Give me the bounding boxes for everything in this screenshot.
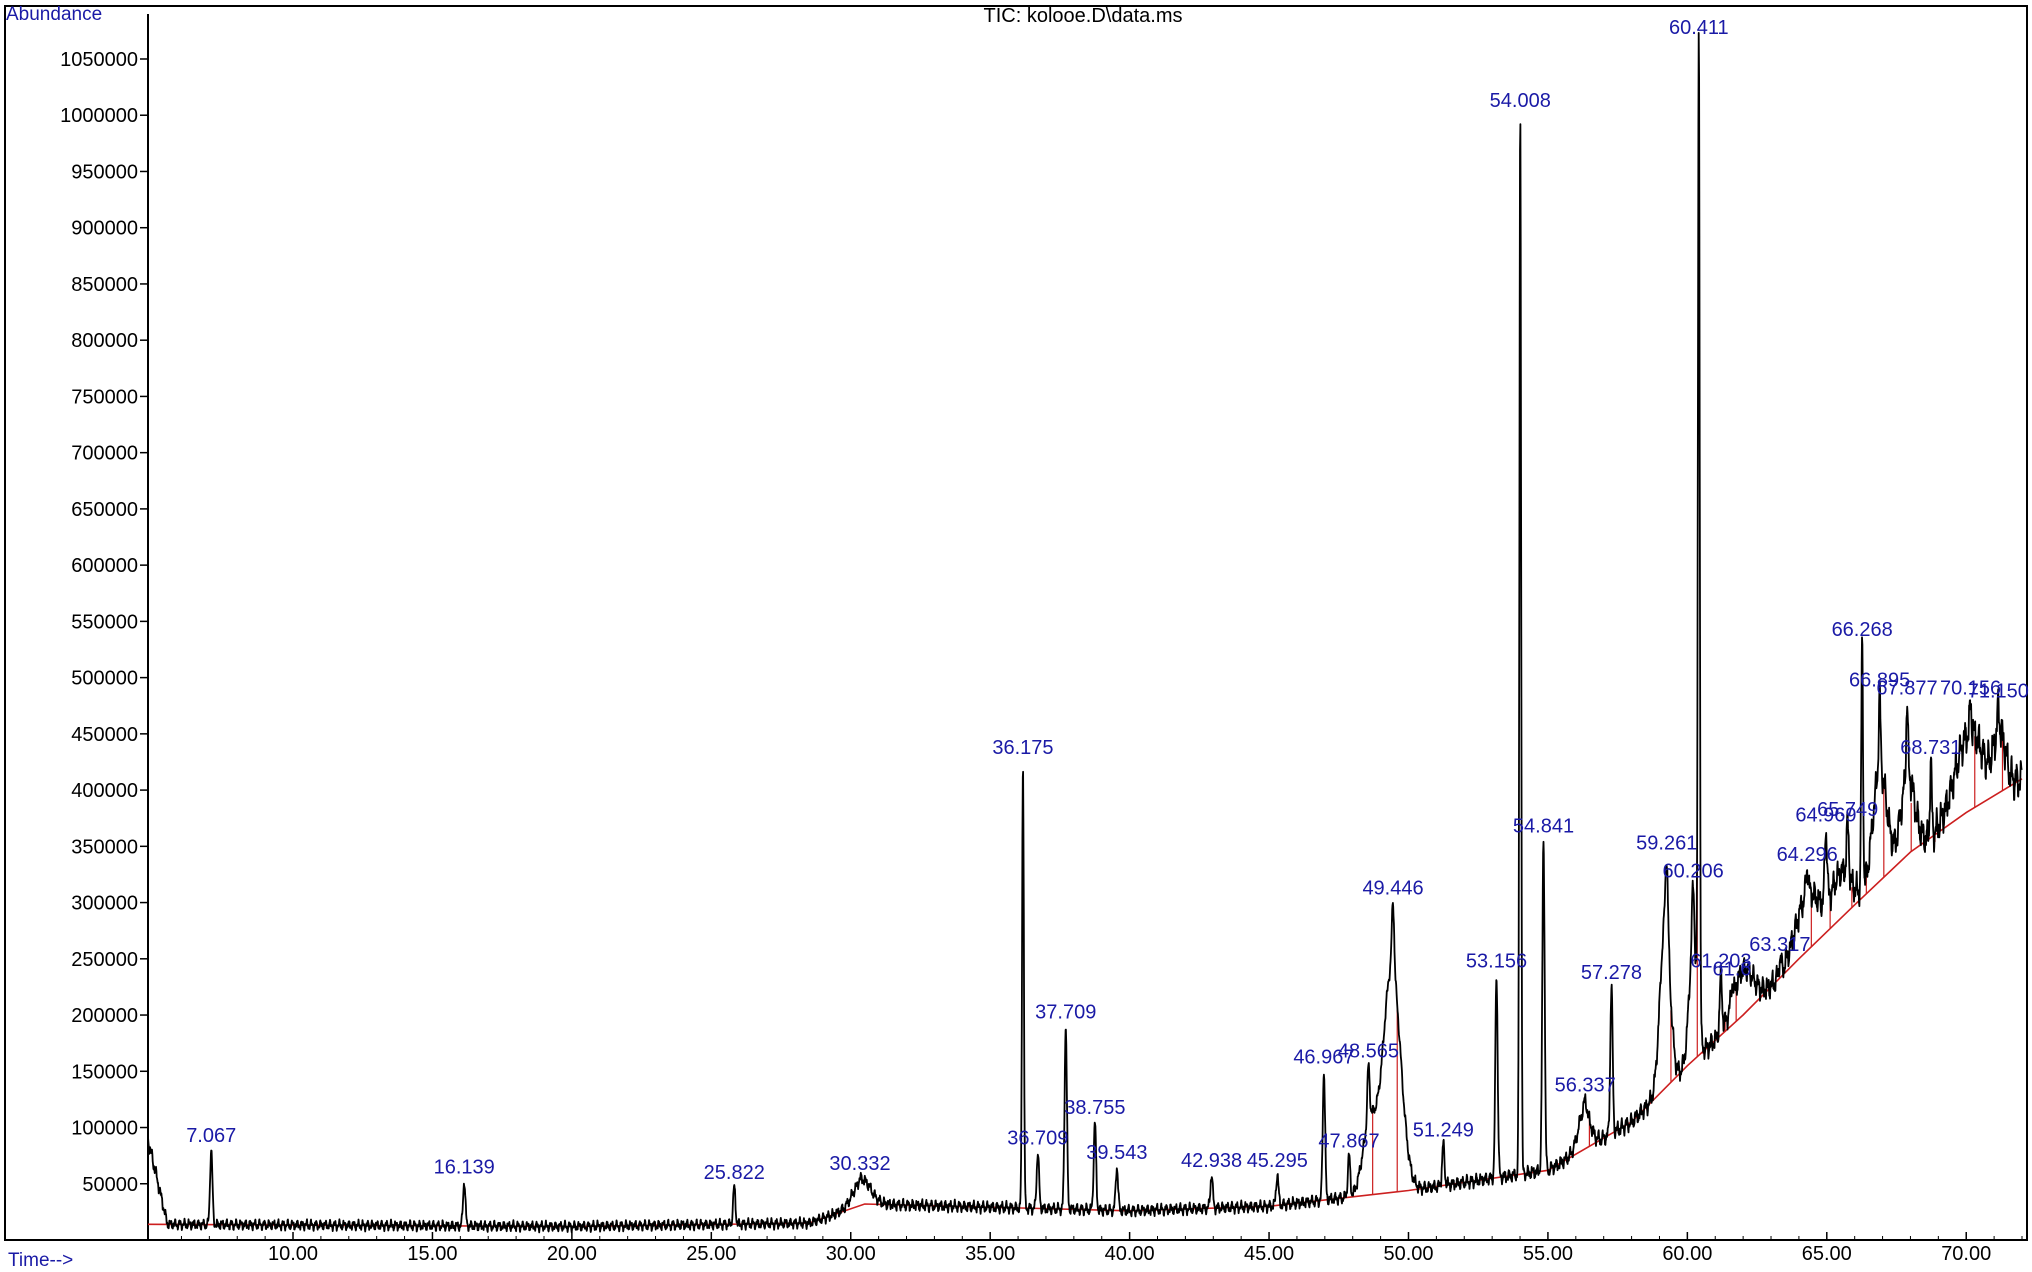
peak-label: 57.278 bbox=[1581, 962, 1642, 984]
peak-label: 70.156 bbox=[1940, 677, 2001, 699]
peak-label: 38.755 bbox=[1064, 1097, 1125, 1119]
peak-label: 67.877 bbox=[1876, 677, 1937, 699]
y-tick-label: 750000 bbox=[71, 386, 138, 408]
tic-trace-line bbox=[147, 32, 2023, 1234]
peak-label: 64.296 bbox=[1777, 844, 1838, 866]
peak-label: 48.565 bbox=[1338, 1041, 1399, 1063]
y-tick-label: 500000 bbox=[71, 668, 138, 690]
x-tick-label: 70.00 bbox=[1941, 1243, 1991, 1265]
y-tick-label: 300000 bbox=[71, 893, 138, 915]
x-tick-label: 50.00 bbox=[1383, 1243, 1433, 1265]
plot-frame bbox=[4, 5, 2028, 1241]
y-tick-label: 1000000 bbox=[60, 105, 138, 127]
peak-label: 30.332 bbox=[829, 1153, 890, 1175]
peak-label: 42.938 bbox=[1181, 1150, 1242, 1172]
peak-label: 61.203 bbox=[1690, 951, 1751, 973]
peak-label: 45.295 bbox=[1247, 1150, 1308, 1172]
peak-label: 66.268 bbox=[1832, 619, 1893, 641]
y-tick-label: 400000 bbox=[71, 780, 138, 802]
peak-label: 71.150 bbox=[1968, 681, 2029, 703]
peak-label: 64.969 bbox=[1795, 804, 1856, 826]
peak-label: 63.317 bbox=[1749, 934, 1810, 956]
y-tick-label: 800000 bbox=[71, 330, 138, 352]
y-tick-label: 450000 bbox=[71, 724, 138, 746]
x-axis-title: Time--> bbox=[8, 1250, 73, 1271]
y-tick-label: 850000 bbox=[71, 274, 138, 296]
y-tick-label: 900000 bbox=[71, 218, 138, 240]
peak-label: 7.067 bbox=[186, 1125, 236, 1147]
peak-label: 36.709 bbox=[1007, 1127, 1068, 1149]
peak-label: 61.6 bbox=[1713, 959, 1752, 981]
peak-label: 16.139 bbox=[434, 1157, 495, 1179]
y-tick-label: 700000 bbox=[71, 443, 138, 465]
x-tick-label: 35.00 bbox=[965, 1243, 1015, 1265]
y-tick-label: 1050000 bbox=[60, 49, 138, 71]
peak-label: 68.731 bbox=[1900, 737, 1961, 759]
peak-label: 37.709 bbox=[1035, 1001, 1096, 1023]
x-axis-ticks: 10.00 15.00 20.00 25.00 30.00 35.00 40.00 45.00… bbox=[148, 1232, 2023, 1265]
y-tick-label: 650000 bbox=[71, 499, 138, 521]
x-tick-label: 60.00 bbox=[1662, 1243, 1712, 1265]
y-tick-label: 100000 bbox=[71, 1118, 138, 1140]
x-tick-label: 10.00 bbox=[268, 1243, 318, 1265]
peak-labels: 7.067 16.139 25.822 30.332 36.175 36.709 37.70… bbox=[186, 17, 2029, 1184]
x-tick-label: 25.00 bbox=[686, 1243, 736, 1265]
x-tick-label: 30.00 bbox=[826, 1243, 876, 1265]
y-tick-label: 250000 bbox=[71, 949, 138, 971]
x-tick-label: 40.00 bbox=[1105, 1243, 1155, 1265]
peak-label: 54.841 bbox=[1513, 816, 1574, 838]
peak-label: 51.249 bbox=[1413, 1119, 1474, 1141]
y-tick-label: 50000 bbox=[82, 1174, 138, 1196]
y-tick-label: 600000 bbox=[71, 555, 138, 577]
peak-label: 60.206 bbox=[1663, 861, 1724, 883]
peak-label: 53.156 bbox=[1466, 951, 1527, 973]
peak-label: 66.895 bbox=[1849, 669, 1910, 691]
tic-trace bbox=[147, 32, 2023, 1234]
x-tick-label: 15.00 bbox=[407, 1243, 457, 1265]
peak-label: 60.411 bbox=[1669, 17, 1729, 39]
y-tick-label: 550000 bbox=[71, 611, 138, 633]
x-tick-label: 45.00 bbox=[1244, 1243, 1294, 1265]
x-tick-label: 65.00 bbox=[1802, 1243, 1852, 1265]
peak-label: 49.446 bbox=[1362, 878, 1423, 900]
chart-title: TIC: kolooe.D\data.ms bbox=[984, 5, 1183, 27]
peak-label: 65.749 bbox=[1817, 799, 1878, 821]
peak-label: 46.967 bbox=[1293, 1046, 1354, 1068]
y-axis-ticks: 50000 100000 150000 200000 250000 300000 35000… bbox=[60, 14, 149, 1240]
y-tick-label: 350000 bbox=[71, 836, 138, 858]
peak-label: 25.822 bbox=[704, 1162, 765, 1184]
y-axis-title: Abundance bbox=[6, 4, 102, 25]
y-tick-label: 950000 bbox=[71, 161, 138, 183]
peak-label: 59.261 bbox=[1636, 833, 1697, 855]
peak-label: 39.543 bbox=[1086, 1142, 1147, 1164]
y-tick-label: 150000 bbox=[71, 1061, 138, 1083]
peak-label: 36.175 bbox=[992, 737, 1053, 759]
peak-label: 56.337 bbox=[1555, 1074, 1616, 1096]
peak-label: 47.867 bbox=[1318, 1131, 1379, 1153]
x-tick-label: 20.00 bbox=[547, 1243, 597, 1265]
peak-label: 54.008 bbox=[1490, 90, 1551, 112]
x-tick-label: 55.00 bbox=[1523, 1243, 1573, 1265]
y-tick-label: 200000 bbox=[71, 1005, 138, 1027]
